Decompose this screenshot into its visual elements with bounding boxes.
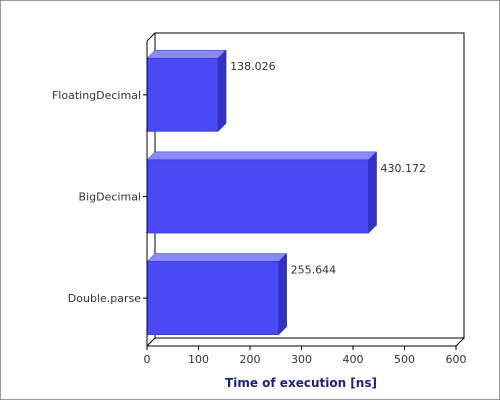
bar-series: 138.026 430.172 255.644 bbox=[146, 49, 427, 336]
category-label: BigDecimal bbox=[79, 191, 141, 204]
bar bbox=[146, 252, 288, 336]
bar-top-face bbox=[146, 49, 227, 59]
y-axis: FloatingDecimal BigDecimal Double.parse bbox=[52, 41, 148, 346]
bar-front-face bbox=[146, 159, 369, 234]
x-tick-label: 300 bbox=[291, 353, 312, 366]
x-tick-label: 100 bbox=[188, 353, 209, 366]
x-axis: 0 100 200 300 400 500 600 bbox=[144, 345, 467, 366]
bar bbox=[146, 151, 378, 234]
bar-front-face bbox=[146, 57, 219, 132]
x-tick-label: 0 bbox=[144, 353, 151, 366]
bar-front-face bbox=[146, 261, 279, 336]
bar-side-face bbox=[368, 151, 377, 234]
data-label: 138.026 bbox=[230, 60, 275, 73]
data-label: 430.172 bbox=[381, 162, 427, 175]
category-label: FloatingDecimal bbox=[52, 89, 141, 102]
x-tick-label: 500 bbox=[394, 353, 415, 366]
back-wall bbox=[154, 32, 465, 339]
data-label: 255.644 bbox=[291, 264, 337, 277]
bar-side-face bbox=[217, 49, 227, 133]
category-label: Double.parse bbox=[68, 292, 141, 305]
x-tick-label: 400 bbox=[343, 353, 364, 366]
floor-edge-right bbox=[455, 337, 465, 347]
bar-top-face bbox=[146, 253, 288, 262]
left-wall-edge-top bbox=[146, 32, 156, 42]
bar bbox=[146, 49, 227, 133]
x-tick-label: 200 bbox=[240, 353, 261, 366]
bar-top-face bbox=[146, 151, 378, 161]
floor-edge-left bbox=[146, 337, 156, 347]
x-tick-label: 600 bbox=[446, 353, 467, 366]
x-axis-title: Time of execution [ns] bbox=[225, 376, 377, 390]
bar-side-face bbox=[278, 252, 287, 336]
